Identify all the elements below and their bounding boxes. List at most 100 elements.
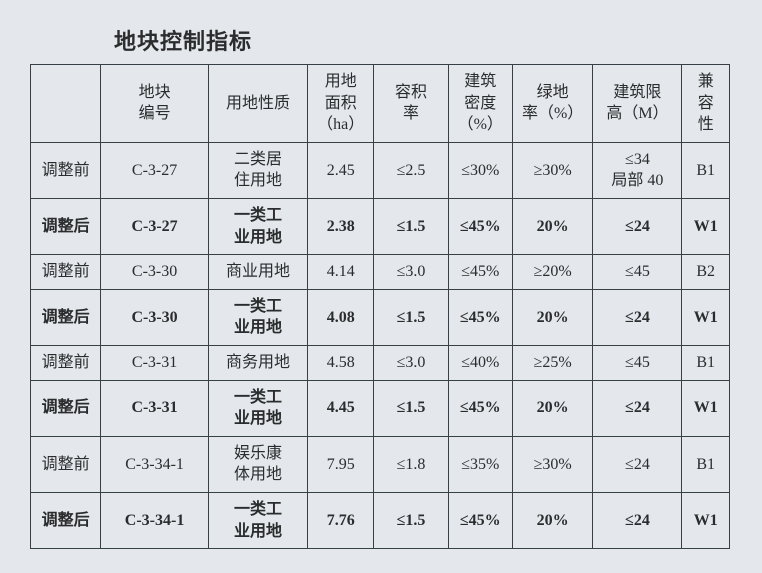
table-row: 调整前C-3-30商业用地4.14≤3.0≤45%≥20%≤45B2 (31, 255, 730, 290)
header-compat: 兼 容 性 (682, 65, 730, 143)
table-cell: W1 (682, 380, 730, 436)
hdr-text: （ha） (310, 114, 371, 136)
table-cell: ≤45% (448, 198, 512, 254)
table-cell: ≤45 (593, 255, 682, 290)
header-land-use: 用地性质 (208, 65, 307, 143)
table-cell: 2.45 (308, 142, 374, 198)
table-cell: W1 (682, 492, 730, 548)
table-cell: ≥25% (512, 345, 593, 380)
table-row: 调整后C-3-34-1一类工业用地7.76≤1.5≤45%20%≤24W1 (31, 492, 730, 548)
cell-line: 一类工 (211, 205, 305, 227)
table-cell: C-3-27 (101, 142, 209, 198)
table-cell: 娱乐康体用地 (208, 436, 307, 492)
table-cell: 20% (512, 492, 593, 548)
table-row: 调整前C-3-27二类居住用地2.45≤2.5≤30%≥30%≤34局部 40B… (31, 142, 730, 198)
hdr-text: 建筑限 (595, 82, 679, 104)
table-cell: 调整前 (31, 255, 101, 290)
cell-line: ≤34 (595, 149, 679, 171)
table-row: 调整前C-3-31商务用地4.58≤3.0≤40%≥25%≤45B1 (31, 345, 730, 380)
cell-line: 住用地 (211, 170, 305, 192)
hdr-text: 绿地 (515, 82, 591, 104)
table-cell: C-3-31 (101, 380, 209, 436)
cell-line: 一类工 (211, 387, 305, 409)
hdr-text: 密度 (451, 93, 510, 115)
table-cell: 一类工业用地 (208, 289, 307, 345)
hdr-text: 兼 (684, 71, 727, 93)
table-cell: ≤30% (448, 142, 512, 198)
cell-line: 业用地 (211, 227, 305, 249)
table-cell: 调整后 (31, 198, 101, 254)
table-cell: 4.14 (308, 255, 374, 290)
table-cell: ≤1.8 (374, 436, 448, 492)
table-cell: ≥30% (512, 142, 593, 198)
cell-line: 局部 40 (595, 170, 679, 192)
table-header: 地块 编号 用地性质 用地 面积 （ha） 容积 率 建筑 密度 （%） (31, 65, 730, 143)
table-cell: ≤24 (593, 289, 682, 345)
hdr-text: 地块 (103, 82, 206, 104)
table-cell: B1 (682, 142, 730, 198)
table-cell: B2 (682, 255, 730, 290)
table-cell: ≤45 (593, 345, 682, 380)
table-cell: C-3-31 (101, 345, 209, 380)
cell-line: 娱乐康 (211, 443, 305, 465)
table-cell: 调整后 (31, 289, 101, 345)
table-cell: ≤2.5 (374, 142, 448, 198)
table-cell: ≤24 (593, 380, 682, 436)
table-cell: ≤35% (448, 436, 512, 492)
table-cell: 7.76 (308, 492, 374, 548)
table-cell: ≤45% (448, 380, 512, 436)
table-cell: C-3-27 (101, 198, 209, 254)
table-cell: ≤1.5 (374, 198, 448, 254)
hdr-text: 编号 (103, 103, 206, 125)
table-cell: 4.08 (308, 289, 374, 345)
table-cell: B1 (682, 436, 730, 492)
table-cell: W1 (682, 289, 730, 345)
table-cell: ≤34局部 40 (593, 142, 682, 198)
table-cell: C-3-30 (101, 289, 209, 345)
cell-line: 业用地 (211, 408, 305, 430)
table-cell: ≤24 (593, 492, 682, 548)
table-row: 调整后C-3-27一类工业用地2.38≤1.5≤45%20%≤24W1 (31, 198, 730, 254)
table-cell: 一类工业用地 (208, 492, 307, 548)
hdr-text: （%） (451, 114, 510, 136)
table-cell: C-3-34-1 (101, 492, 209, 548)
header-height: 建筑限 高（M） (593, 65, 682, 143)
table-cell: ≤40% (448, 345, 512, 380)
table-cell: 调整前 (31, 345, 101, 380)
table-row: 调整后C-3-30一类工业用地4.08≤1.5≤45%20%≤24W1 (31, 289, 730, 345)
header-far: 容积 率 (374, 65, 448, 143)
table-cell: ≥20% (512, 255, 593, 290)
table-cell: ≤45% (448, 289, 512, 345)
table-cell: ≥30% (512, 436, 593, 492)
table-cell: 调整前 (31, 142, 101, 198)
table-body: 调整前C-3-27二类居住用地2.45≤2.5≤30%≥30%≤34局部 40B… (31, 142, 730, 548)
table-cell: 一类工业用地 (208, 380, 307, 436)
hdr-text: 高（M） (595, 103, 679, 125)
header-plot-id: 地块 编号 (101, 65, 209, 143)
table-cell: 调整前 (31, 436, 101, 492)
table-cell: ≤3.0 (374, 255, 448, 290)
page: 地块控制指标 地块 编号 用地性质 用地 面积 （ha） 容积 (0, 0, 762, 573)
header-green: 绿地 率（%） (512, 65, 593, 143)
table-cell: B1 (682, 345, 730, 380)
table-title: 地块控制指标 (114, 24, 732, 56)
table-cell: 商业用地 (208, 255, 307, 290)
hdr-text: 用地 (310, 71, 371, 93)
cell-line: 体用地 (211, 464, 305, 486)
hdr-text: 容 (684, 93, 727, 115)
table-cell: ≤3.0 (374, 345, 448, 380)
table-cell: 商务用地 (208, 345, 307, 380)
table-cell: ≤1.5 (374, 492, 448, 548)
hdr-text: 性 (684, 114, 727, 136)
table-cell: ≤45% (448, 255, 512, 290)
table-cell: 20% (512, 380, 593, 436)
hdr-text: 容积 (376, 82, 445, 104)
table-cell: 20% (512, 289, 593, 345)
control-index-table: 地块 编号 用地性质 用地 面积 （ha） 容积 率 建筑 密度 （%） (30, 64, 730, 549)
table-cell: ≤1.5 (374, 380, 448, 436)
header-density: 建筑 密度 （%） (448, 65, 512, 143)
header-area: 用地 面积 （ha） (308, 65, 374, 143)
table-cell: 一类工业用地 (208, 198, 307, 254)
hdr-text: 率 (376, 103, 445, 125)
table-cell: 2.38 (308, 198, 374, 254)
